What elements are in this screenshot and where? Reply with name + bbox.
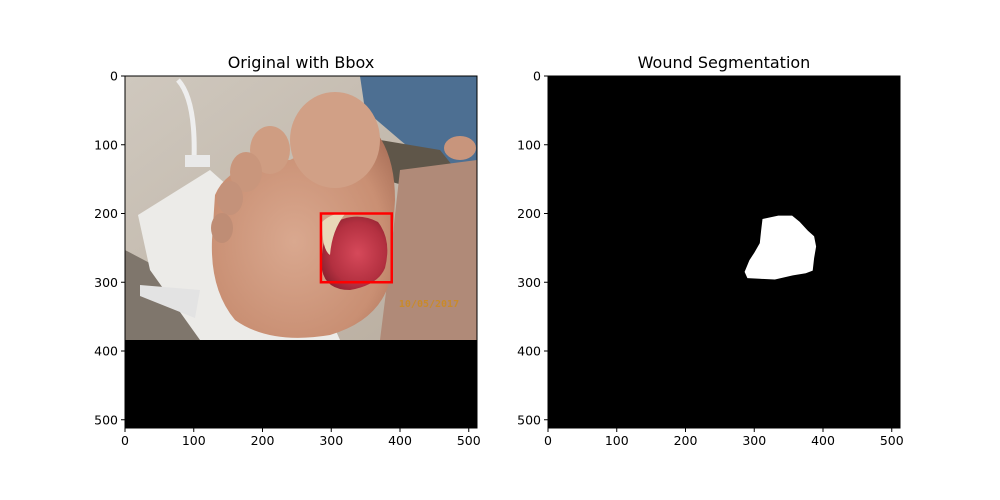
bounding-box xyxy=(319,212,393,284)
x-tick-label: 400 xyxy=(811,433,835,448)
x-tick-label: 500 xyxy=(880,433,904,448)
axes-frame-segmentation xyxy=(547,75,901,429)
y-tick-label: 0 xyxy=(110,69,118,84)
y-tick-label: 100 xyxy=(517,137,541,152)
y-tick-label: 400 xyxy=(94,344,118,359)
foot-photo: 10/05/2017 xyxy=(125,76,477,340)
axes-frame-original xyxy=(124,75,478,429)
panel-original: Original with Bbox xyxy=(94,53,481,448)
x-tick-label: 400 xyxy=(388,433,412,448)
y-tick-label: 400 xyxy=(517,344,541,359)
y-tick-label: 200 xyxy=(517,206,541,221)
x-tick-label: 0 xyxy=(121,433,129,448)
y-tick-label: 100 xyxy=(94,137,118,152)
image-area-segmentation xyxy=(548,76,900,428)
image-area-original: 10/05/2017 xyxy=(125,76,477,428)
x-tick-label: 200 xyxy=(251,433,275,448)
x-tick-label: 500 xyxy=(457,433,481,448)
mask-background xyxy=(548,76,900,428)
y-tick-label: 500 xyxy=(517,412,541,427)
x-tick-label: 200 xyxy=(674,433,698,448)
y-tick-label: 0 xyxy=(533,69,541,84)
y-tick-label: 300 xyxy=(517,275,541,290)
panel-title-original: Original with Bbox xyxy=(228,53,375,72)
x-tick-label: 100 xyxy=(182,433,206,448)
x-tick-label: 0 xyxy=(544,433,552,448)
wound-mask xyxy=(744,215,817,280)
x-tick-label: 100 xyxy=(605,433,629,448)
y-tick-label: 300 xyxy=(94,275,118,290)
y-tick-label: 200 xyxy=(94,206,118,221)
y-tick-label: 500 xyxy=(94,412,118,427)
photo-date-stamp: 10/05/2017 xyxy=(399,299,459,310)
x-tick-label: 300 xyxy=(319,433,343,448)
x-tick-label: 300 xyxy=(742,433,766,448)
panel-segmentation: Wound Segmentation 0 100 200 300 400 50001002… xyxy=(517,53,904,448)
panel-title-segmentation: Wound Segmentation xyxy=(638,53,811,72)
